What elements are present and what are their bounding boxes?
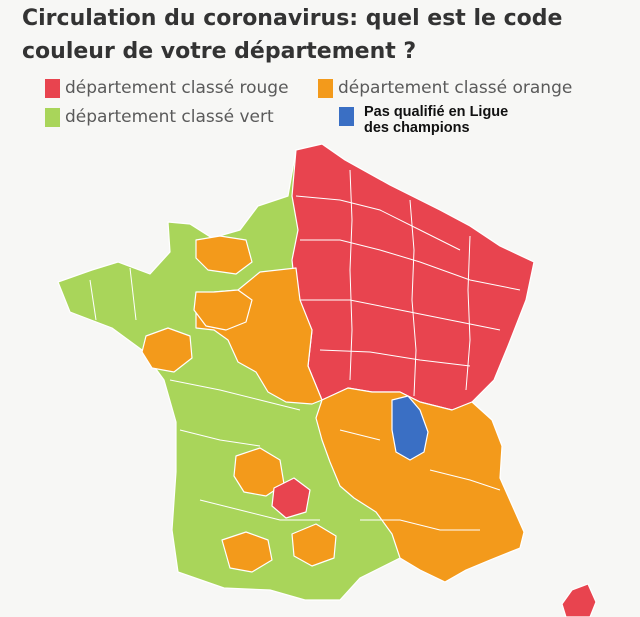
legend-label-blue: Pas qualifié en Ligue des champions (364, 104, 508, 136)
legend-label-orange: département classé orange (338, 78, 573, 98)
map-title: Circulation du coronavirus: quel est le … (22, 2, 622, 68)
legend-label-blue-line-1: Pas qualifié en Ligue (364, 104, 509, 120)
orange-manche-area (195, 235, 253, 275)
department-border-lines (89, 169, 521, 531)
title-line-2: couleur de votre département ? (22, 39, 417, 64)
title-line-1: Circulation du coronavirus: quel est le … (22, 6, 563, 31)
legend-swatch-green (45, 107, 60, 127)
legend-swatch-red (45, 78, 60, 98)
legend-swatch-orange (318, 78, 333, 98)
legend-label-red: département classé rouge (65, 78, 289, 98)
orange-mayenne-sarthe (193, 289, 253, 331)
legend-item-red: département classé rouge (45, 78, 289, 98)
orange-loire-atlantique (141, 327, 193, 373)
legend-label-green: département classé vert (65, 107, 274, 127)
legend-label-blue-line-2: des champions (364, 120, 470, 136)
blue-rhone (391, 395, 429, 461)
legend-item-green: département classé vert (45, 107, 274, 127)
legend-item-orange: département classé orange (318, 78, 572, 98)
orange-haute-garonne-area (291, 523, 337, 567)
red-corsica (561, 583, 597, 617)
red-aveyron (271, 477, 311, 519)
legend-item-blue: Pas qualifié en Ligue des champions (339, 104, 508, 136)
orange-gironde-area (221, 531, 273, 573)
legend-swatch-blue (339, 107, 354, 126)
